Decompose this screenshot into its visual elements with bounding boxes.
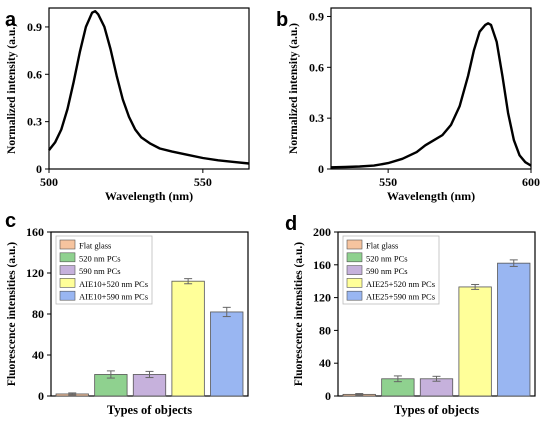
legend-swatch (346, 252, 363, 263)
y-tick-label: 0.9 (309, 9, 324, 23)
bar (497, 262, 531, 397)
panel-label-d: d (285, 213, 297, 235)
legend-label: 520 nm PCs (79, 253, 121, 263)
x-axis-label: Types of objects (107, 403, 192, 417)
panel-label-a: a (5, 9, 17, 31)
x-axis-label: Types of objects (394, 403, 479, 417)
plot-frame (330, 7, 532, 170)
y-axis-label: Fluorescence intensities (a.u.) (293, 242, 305, 386)
legend-swatch (346, 239, 363, 250)
y-tick-label: 0 (318, 162, 324, 176)
legend-label: Flat glass (79, 241, 111, 251)
y-axis-label: Normalized intensity (a.u.) (288, 23, 300, 154)
y-tick-label: 80 (319, 323, 331, 337)
legend-swatch (346, 265, 363, 275)
legend-label: AIE25+590 nm PCs (366, 292, 435, 302)
bar (458, 286, 492, 397)
y-tick-label: 0 (38, 389, 44, 403)
spectrum-line (48, 10, 250, 165)
y-axis-label: Fluorescence intensities (a.u.) (6, 242, 18, 386)
x-axis-label: Wavelength (nm) (105, 189, 193, 203)
panel-label-b: b (276, 9, 288, 31)
legend-swatch (59, 290, 76, 301)
x-tick-label: 550 (194, 175, 212, 189)
bar (171, 280, 205, 397)
legend-swatch (346, 290, 363, 301)
legend-swatch (59, 239, 76, 250)
legend-label: 520 nm PCs (366, 253, 408, 263)
panel-label-c: c (5, 210, 16, 232)
x-axis-label: Wavelength (nm) (387, 189, 475, 203)
panel-b-line-chart: 0 0.3 0.6 0.9 550 600 Wavelength (nm) Normalize… (288, 7, 540, 203)
y-axis-label: Normalized intensity (a.u.) (6, 23, 18, 154)
y-tick-label: 200 (313, 225, 331, 239)
y-tick-label: 0.3 (309, 111, 324, 125)
x-tick-label: 500 (40, 175, 58, 189)
bar (210, 311, 244, 397)
y-tick-label: 160 (26, 225, 44, 239)
y-tick-label: 40 (319, 356, 331, 370)
y-tick-label: 160 (313, 258, 331, 272)
legend-label: 590 nm PCs (79, 266, 121, 276)
x-tick-label: 600 (522, 175, 540, 189)
y-tick-label: 0.3 (27, 115, 42, 129)
legend-label: 590 nm PCs (366, 266, 408, 276)
y-tick-label: 0.9 (27, 20, 42, 34)
legend-swatch (59, 278, 76, 288)
y-tick-label: 0.6 (309, 60, 324, 74)
legend-swatch (346, 278, 363, 288)
x-tick-label: 550 (379, 175, 397, 189)
y-tick-label: 0 (36, 162, 42, 176)
legend-swatch (59, 252, 76, 263)
legend-label: AIE10+520 nm PCs (79, 279, 148, 289)
y-tick-label: 120 (313, 291, 331, 305)
y-tick-label: 40 (32, 348, 44, 362)
y-tick-label: 120 (26, 266, 44, 280)
legend-swatch (59, 265, 76, 275)
legend-label: AIE25+520 nm PCs (366, 279, 435, 289)
y-tick-label: 0 (325, 389, 331, 403)
panel-d-bar-chart: 0 40 80 120 160 200 Flat glass 520 nm PCs 590 nm… (293, 225, 536, 417)
legend-label: Flat glass (366, 241, 398, 251)
legend-label: AIE10+590 nm PCs (79, 292, 148, 302)
panel-c-bar-chart: 0 40 80 120 160 Flat glass 520 nm PCs 590 nm PC… (6, 225, 249, 417)
y-tick-label: 80 (32, 307, 44, 321)
plot-frame (48, 7, 250, 170)
spectrum-line (330, 22, 532, 169)
y-tick-label: 0.6 (27, 67, 42, 81)
